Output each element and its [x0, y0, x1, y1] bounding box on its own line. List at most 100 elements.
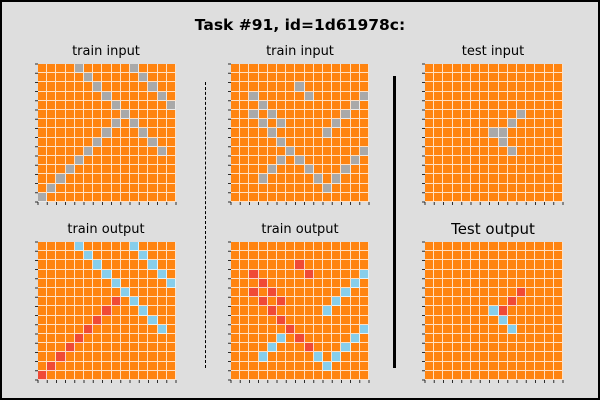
cell: [249, 315, 259, 325]
cell: [507, 165, 517, 175]
cell: [470, 73, 481, 83]
cell: [516, 333, 527, 344]
cell: [139, 315, 149, 325]
cell: [93, 370, 103, 380]
cell: [38, 174, 48, 184]
cell: [425, 73, 435, 83]
cell: [295, 64, 305, 74]
cell: [341, 128, 351, 138]
cell: [480, 91, 490, 101]
cell: [47, 370, 57, 380]
cell: [516, 91, 527, 101]
cell: [553, 324, 563, 334]
cell: [526, 278, 536, 288]
cell: [332, 128, 342, 138]
cell-gray: [56, 174, 66, 184]
cell: [322, 269, 333, 279]
cell: [258, 269, 268, 279]
cell: [480, 73, 490, 83]
cell: [480, 100, 490, 110]
cell: [240, 146, 250, 156]
cell: [231, 192, 241, 202]
cell: [56, 64, 66, 74]
cell: [434, 370, 444, 380]
cell-gray: [276, 119, 287, 129]
cell: [322, 165, 333, 175]
cell: [231, 333, 241, 344]
cell: [111, 315, 121, 325]
cell: [470, 242, 481, 252]
cell: [295, 109, 305, 120]
cell: [139, 333, 149, 344]
cell: [452, 370, 462, 380]
panel-train-input-2: [228, 63, 370, 205]
cell: [111, 269, 121, 279]
cell: [258, 333, 268, 344]
cell: [544, 165, 554, 175]
cell-red: [267, 287, 277, 298]
cell: [544, 352, 554, 362]
cell-gray: [341, 165, 351, 175]
cell: [313, 192, 323, 202]
cell: [461, 119, 471, 129]
cell: [38, 315, 48, 325]
cell: [83, 361, 94, 371]
cell: [516, 324, 527, 334]
cell: [276, 260, 287, 270]
cell: [359, 278, 369, 288]
cell: [38, 91, 48, 101]
cell: [240, 361, 250, 371]
cell: [322, 297, 333, 307]
cell: [47, 165, 57, 175]
cell: [286, 82, 296, 92]
cell: [544, 315, 554, 325]
cell: [452, 324, 462, 334]
cell: [341, 333, 351, 344]
cell: [350, 91, 360, 101]
cell: [102, 251, 112, 261]
cell: [286, 278, 296, 288]
cell: [120, 165, 130, 175]
cell: [544, 324, 554, 334]
cell: [535, 155, 545, 166]
cell: [461, 324, 471, 334]
cell: [231, 91, 241, 101]
cell: [434, 73, 444, 83]
cell: [359, 361, 369, 371]
cell: [111, 82, 121, 92]
cell: [148, 333, 158, 344]
cell: [553, 91, 563, 101]
cell: [129, 315, 140, 325]
cell: [313, 278, 323, 288]
cell: [231, 324, 241, 334]
cell: [111, 165, 121, 175]
cell: [65, 352, 75, 362]
cell: [313, 73, 323, 83]
cell: [452, 260, 462, 270]
cell: [489, 174, 499, 184]
cell: [516, 165, 527, 175]
cell: [56, 100, 66, 110]
cell: [111, 242, 121, 252]
cell: [480, 242, 490, 252]
cell: [359, 315, 369, 325]
cell: [38, 119, 48, 129]
cell: [304, 361, 314, 371]
cell: [553, 137, 563, 147]
cell: [74, 324, 84, 334]
cell: [425, 306, 435, 316]
cell: [332, 165, 342, 175]
cell: [295, 306, 305, 316]
cell: [83, 297, 94, 307]
cell: [56, 91, 66, 101]
cell: [341, 315, 351, 325]
grid: [38, 64, 176, 202]
cell-gray: [166, 100, 176, 110]
cell: [304, 333, 314, 344]
cell: [157, 370, 167, 380]
cell: [359, 333, 369, 344]
cell: [267, 352, 277, 362]
cell: [249, 128, 259, 138]
cell: [148, 192, 158, 202]
cell: [544, 109, 554, 120]
